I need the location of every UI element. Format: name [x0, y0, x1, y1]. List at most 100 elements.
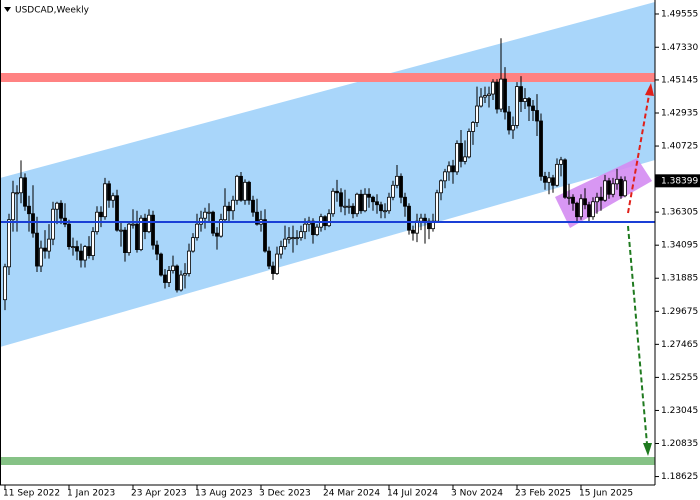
- candle-body: [47, 238, 51, 252]
- y-tick-label: 1.45145: [661, 75, 698, 85]
- candle-body: [55, 202, 59, 210]
- candle-body: [239, 175, 243, 201]
- x-tick-label: 14 Jul 2024: [387, 489, 438, 499]
- up-arrowhead: [645, 83, 654, 96]
- candle-body: [391, 184, 395, 198]
- candle-body: [539, 120, 543, 177]
- down-arrow: [627, 225, 648, 445]
- candle-body: [407, 205, 411, 231]
- candle-body: [471, 122, 475, 132]
- candle-body: [247, 181, 251, 201]
- x-tick-label: 1 Jan 2023: [67, 489, 115, 499]
- candle-body: [535, 110, 539, 122]
- candle-body: [591, 201, 595, 218]
- candle-body: [567, 196, 571, 199]
- y-tick-label: 1.36305: [661, 208, 698, 218]
- candle-body: [107, 183, 111, 201]
- candle-body: [375, 201, 379, 206]
- candle-body: [191, 237, 195, 252]
- y-tick-label: 1.25255: [661, 373, 698, 383]
- candle-body: [595, 196, 599, 203]
- resistance-level: [0, 73, 655, 82]
- candle-body: [175, 265, 179, 291]
- candle-body: [387, 196, 391, 212]
- candle-body: [435, 192, 439, 222]
- menu-triangle[interactable]: [4, 7, 11, 12]
- candle-body: [31, 213, 35, 234]
- candle-body: [403, 196, 407, 207]
- candle-body: [511, 125, 515, 131]
- candle-body: [599, 196, 603, 201]
- candle-body: [287, 237, 291, 240]
- candle-body: [151, 214, 155, 246]
- candle-body: [371, 196, 375, 203]
- candle-body: [467, 131, 471, 158]
- candle-body: [99, 211, 103, 218]
- candle-body: [355, 193, 359, 215]
- candle-body: [603, 180, 607, 201]
- overlays: [0, 83, 655, 456]
- x-tick-label: 24 Mar 2024: [323, 489, 380, 499]
- candle-body: [543, 175, 547, 183]
- candle-body: [587, 204, 591, 218]
- chart-title: USDCAD,Weekly: [15, 6, 90, 16]
- candle-body: [563, 159, 567, 198]
- candle-body: [479, 96, 483, 107]
- candle-body: [507, 111, 511, 131]
- candle-body: [15, 192, 19, 195]
- y-tick-label: 1.29675: [661, 307, 698, 317]
- candle-body: [443, 171, 447, 182]
- candle-body: [203, 211, 207, 219]
- candle-body: [243, 181, 247, 201]
- candle-body: [491, 81, 495, 95]
- candle-body: [267, 250, 271, 267]
- candle-body: [119, 229, 123, 232]
- candle-body: [419, 217, 423, 222]
- candle-body: [311, 220, 315, 236]
- candle-body: [27, 205, 31, 215]
- down-arrowhead: [643, 443, 652, 456]
- candle-body: [283, 238, 287, 248]
- candle-body: [223, 205, 227, 221]
- candle-body: [299, 231, 303, 239]
- candle-body: [195, 223, 199, 239]
- candle-body: [339, 192, 343, 207]
- candle-body: [555, 163, 559, 186]
- candle-body: [335, 190, 339, 194]
- candle-body: [359, 193, 363, 212]
- candle-body: [423, 217, 427, 222]
- y-tick-label: 1.49555: [661, 9, 698, 19]
- candle-body: [231, 199, 235, 212]
- candle-body: [263, 219, 267, 252]
- x-tick-label: 11 Sep 2022: [3, 489, 60, 499]
- candle-body: [607, 180, 611, 195]
- candle-body: [91, 231, 95, 256]
- y-tick-label: 1.40725: [661, 142, 698, 152]
- candle-body: [291, 237, 295, 240]
- candle-body: [59, 202, 63, 219]
- candle-body: [255, 211, 259, 225]
- candle-body: [111, 195, 115, 201]
- candle-body: [559, 159, 563, 165]
- candle-body: [275, 253, 279, 274]
- candle-body: [447, 165, 451, 173]
- candle-body: [39, 247, 43, 267]
- candle-body: [159, 253, 163, 276]
- candle-body: [103, 183, 107, 218]
- candle-body: [315, 226, 319, 236]
- candle-body: [411, 229, 415, 234]
- candle-body: [379, 204, 383, 212]
- candle-body: [439, 180, 443, 194]
- candle-body: [487, 93, 491, 96]
- candle-body: [183, 273, 187, 276]
- candle-body: [207, 211, 211, 214]
- y-tick-label: 1.47330: [661, 43, 698, 53]
- candle-body: [623, 180, 627, 197]
- candle-body: [615, 178, 619, 185]
- y-tick-label: 1.42935: [661, 108, 698, 118]
- candle-body: [483, 95, 487, 98]
- candle-body: [135, 223, 139, 251]
- candle-body: [11, 192, 15, 221]
- candle-body: [163, 274, 167, 283]
